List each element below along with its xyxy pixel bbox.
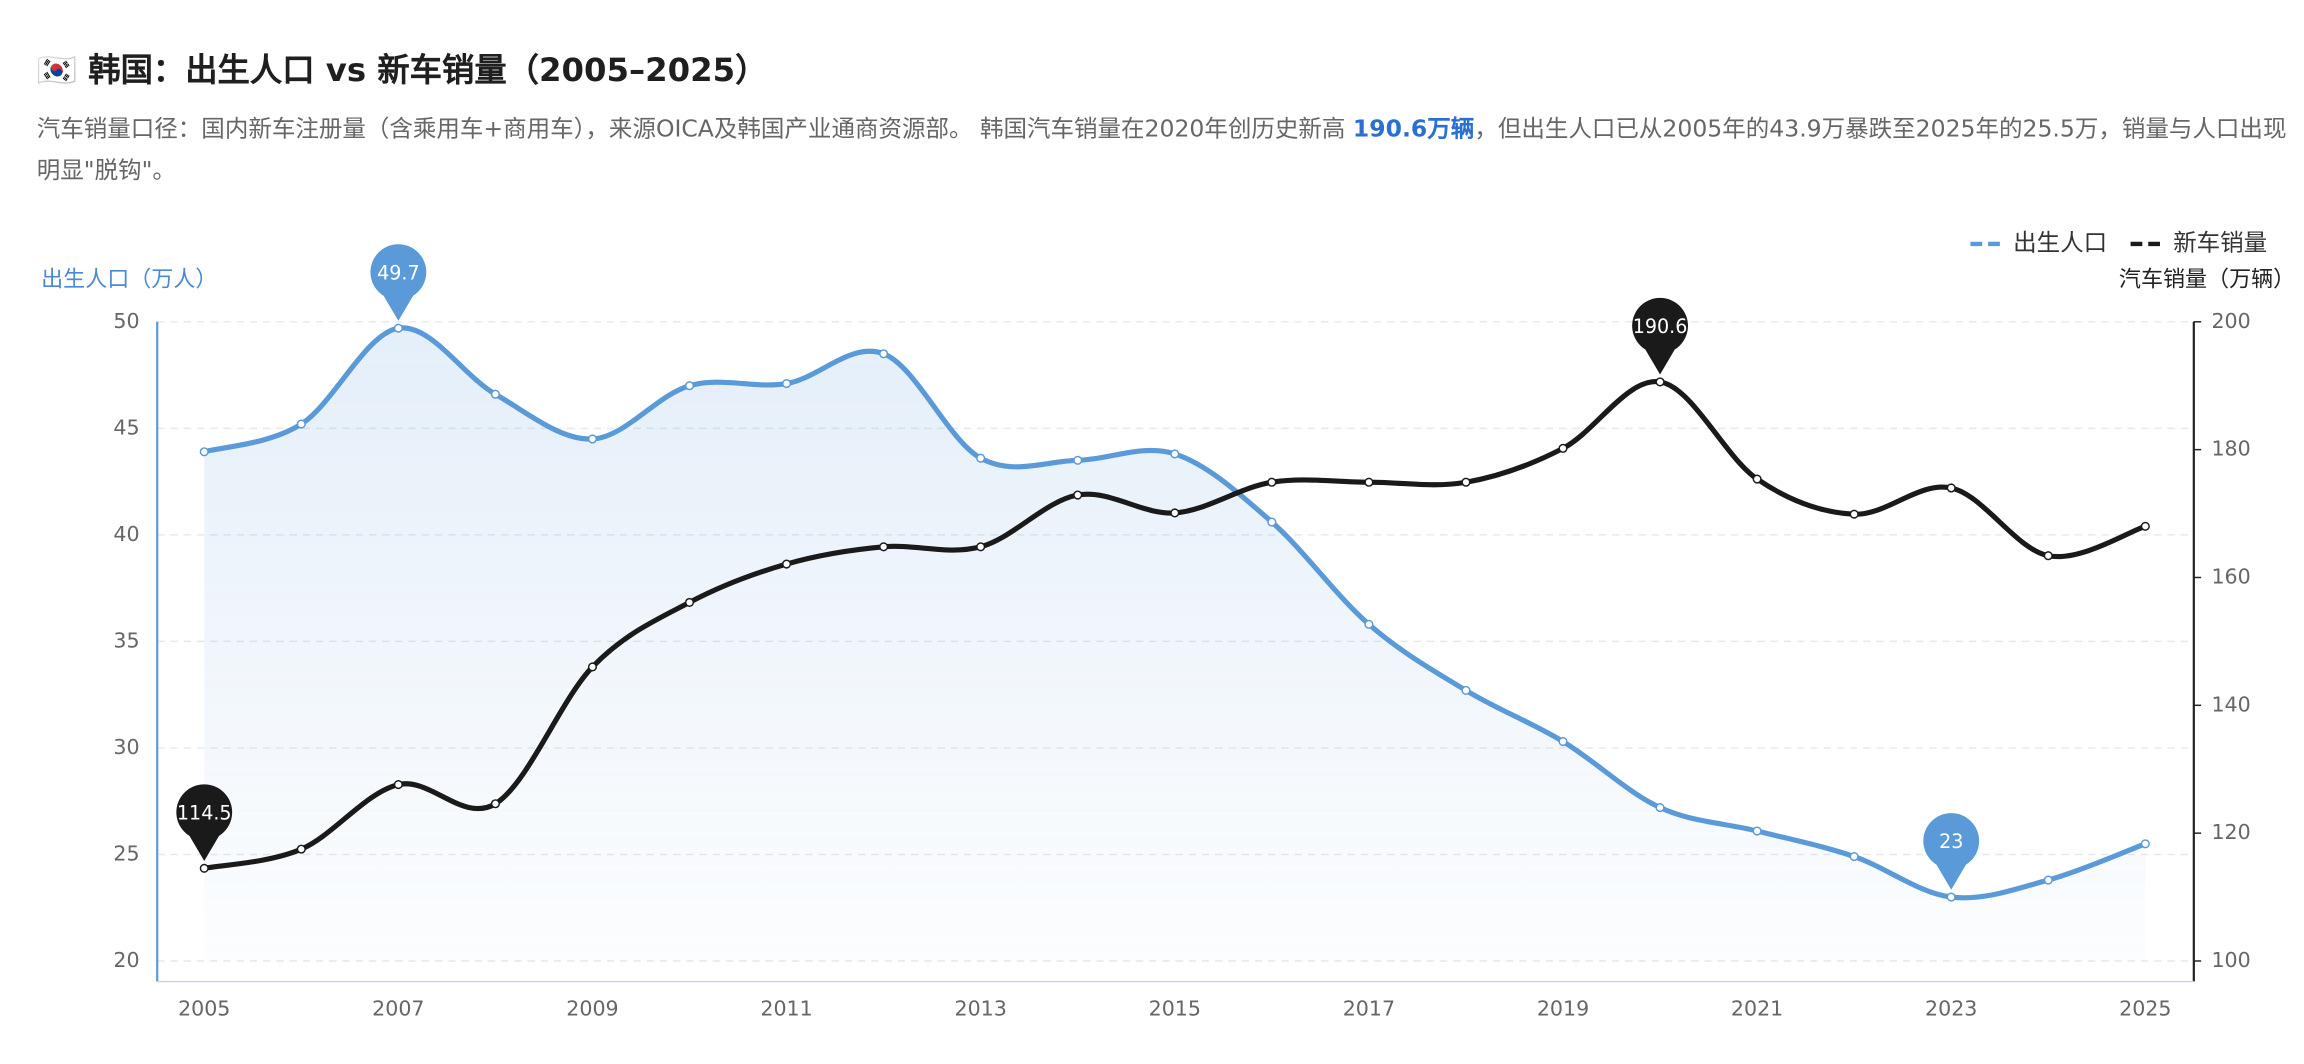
point [782,559,792,569]
point [393,323,403,333]
y2-tick-label: 160 [2211,564,2250,588]
pin [1632,297,1688,375]
x-tick-label: 2017 [1343,996,1395,1020]
pin-label: 190.6 [1633,315,1688,338]
x-tick-label: 2025 [2119,996,2171,1020]
y-tick-label: 50 [113,309,139,333]
point [1267,517,1277,527]
legend-label: 出生人口 [2013,228,2107,256]
point [1267,477,1277,487]
subtitle-text: 汽车销量口径：国内新车注册量（含乘用车+商用车），来源OICA及韩国产业通商资源… [36,114,1353,143]
point [1073,455,1083,465]
y-tick-label: 40 [113,522,139,546]
x-tick-label: 2005 [178,996,230,1020]
point [199,447,209,457]
point [684,381,695,391]
y-tick-label: 25 [113,841,139,865]
pin [176,784,233,861]
point [2140,839,2150,849]
y-tick-label: 45 [113,415,139,439]
y-tick-label: 30 [113,735,139,759]
x-tick-label: 2009 [566,996,618,1020]
point [1849,509,1859,519]
point [684,597,695,607]
line [203,325,2147,901]
y2-tick-label: 140 [2211,692,2250,716]
y2-tick-label: 180 [2211,437,2250,461]
x-tick-label: 2011 [760,996,812,1020]
pin [370,244,427,321]
point [1946,483,1956,493]
y-axis-title: 出生人口（万人） [41,268,217,293]
x-tick-label: 2015 [1149,996,1201,1020]
point [976,453,986,463]
point [1558,736,1568,747]
point [1752,474,1762,484]
point [2140,521,2150,531]
point [199,863,209,873]
point [490,799,500,809]
point [782,379,792,389]
pin-label: 23 [1939,830,1963,853]
pin [1923,813,1980,890]
y2-axis-title: 汽车销量（万辆） [2119,268,2295,293]
point [2043,551,2053,561]
point [1946,892,1956,902]
y2-tick-label: 120 [2211,820,2250,844]
x-tick-label: 2021 [1731,996,1783,1020]
subtitle-highlight: 190.6万辆 [1352,114,1475,143]
point [2043,875,2053,885]
x-tick-label: 2013 [955,996,1007,1020]
point [1170,449,1180,459]
pin-label: 49.7 [377,261,420,284]
subtitle: 汽车销量口径：国内新车注册量（含乘用车+商用车），来源OICA及韩国产业通商资源… [37,109,2293,191]
point [393,780,403,790]
point [587,434,598,444]
point [296,844,306,854]
x-tick-label: 2023 [1925,996,1977,1020]
x-tick-label: 2019 [1537,996,1589,1020]
point [296,419,306,429]
point [1655,377,1665,387]
point [1170,508,1180,518]
y-tick-label: 20 [113,948,139,972]
point [1752,826,1762,836]
point [1558,443,1568,453]
point [976,542,986,552]
point [1073,490,1083,500]
point [1364,619,1374,629]
point [1364,477,1374,487]
point [490,389,500,399]
point [1461,477,1471,487]
point [879,542,889,552]
point [1461,685,1471,695]
point [879,349,889,359]
chart-title: 🇰🇷 韩国：出生人口 vs 新车销量（2005–2025） [36,52,768,90]
pin-label: 114.5 [177,801,232,824]
area [204,327,2146,961]
x-tick-label: 2007 [372,996,424,1020]
y2-tick-label: 100 [2211,948,2250,972]
point [1849,852,1859,862]
point [1655,803,1665,813]
legend-label: 新车销量 [2173,228,2267,256]
y-tick-label: 35 [113,628,139,652]
subtitle-text: ，但出生人口已从2005年的43.9万暴跌至2025年的25.5万，销量与人口出… [36,114,2287,184]
point [587,662,598,672]
y2-tick-label: 200 [2211,309,2250,333]
